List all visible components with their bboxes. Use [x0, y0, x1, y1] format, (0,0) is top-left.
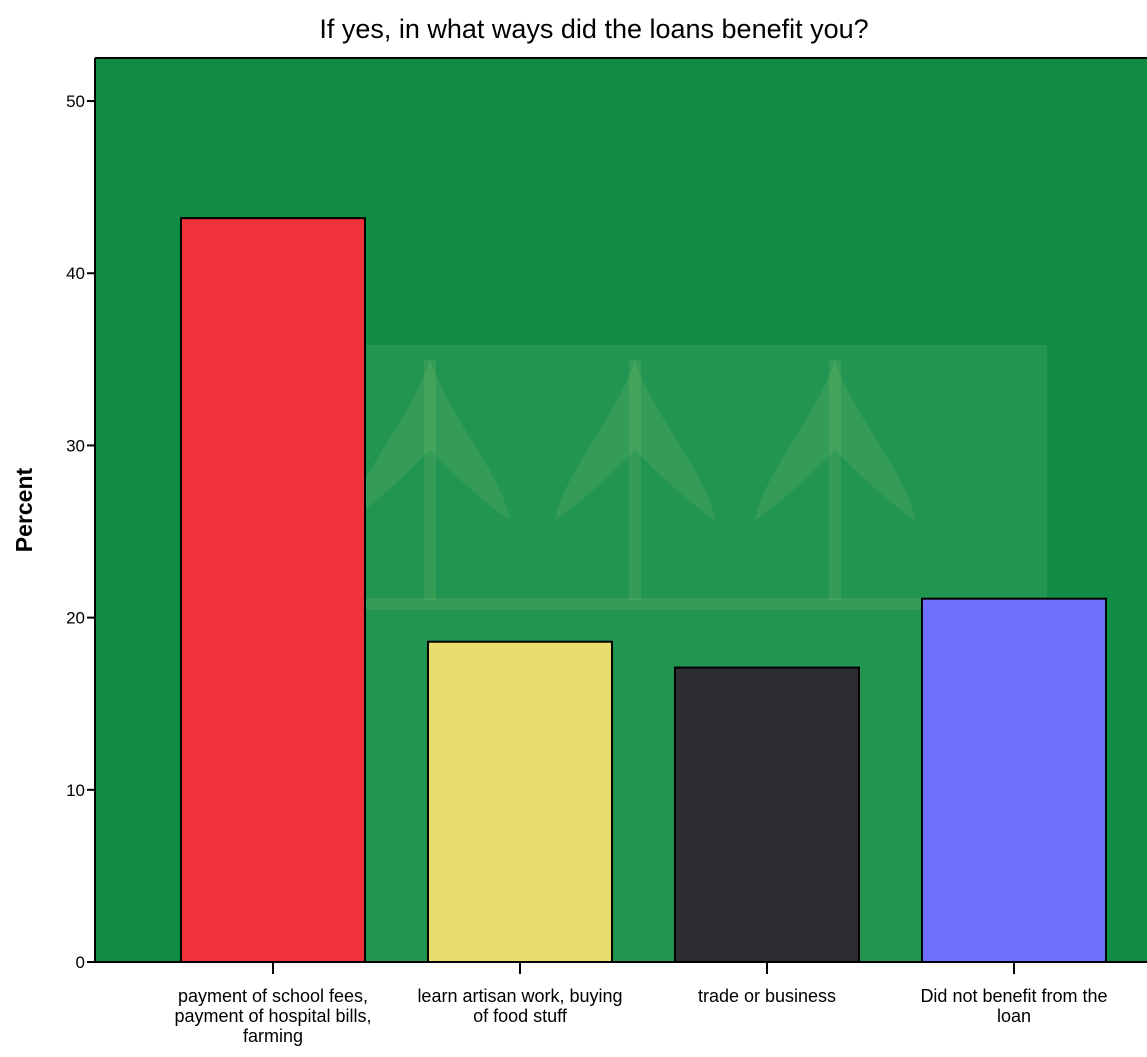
x-category-label-line: learn artisan work, buying — [417, 986, 622, 1006]
x-category-label: trade or business — [698, 986, 836, 1006]
bar — [921, 597, 1107, 963]
x-category-label-line: trade or business — [698, 986, 836, 1006]
y-tick-label: 50 — [66, 92, 85, 111]
bar — [180, 217, 366, 963]
bar — [427, 640, 613, 963]
y-tick-label: 10 — [66, 781, 85, 800]
y-tick-label: 40 — [66, 264, 85, 283]
bar — [674, 666, 860, 963]
y-tick-label: 20 — [66, 609, 85, 628]
x-category-label: learn artisan work, buying of food stuff — [417, 986, 622, 1026]
x-category-label-line: payment of hospital bills, — [174, 1006, 371, 1026]
chart-title: If yes, in what ways did the loans benef… — [319, 14, 868, 44]
x-category-label: Did not benefit from the loan — [920, 986, 1107, 1026]
watermark-emblem — [232, 345, 1047, 965]
x-category-label-line: Did not benefit from the — [920, 986, 1107, 1006]
x-category-label-line: loan — [997, 1006, 1031, 1026]
y-tick-label: 0 — [76, 953, 85, 972]
bars-group — [180, 217, 1107, 963]
x-category-label: payment of school fees, payment of hospit… — [174, 986, 371, 1046]
y-tick-label: 30 — [66, 436, 85, 455]
x-axis: payment of school fees, payment of hospit… — [95, 961, 1147, 1046]
x-category-label-line: of food stuff — [473, 1006, 568, 1026]
x-category-label-line: farming — [243, 1026, 303, 1046]
y-axis-label: Percent — [11, 467, 37, 552]
x-category-label-line: payment of school fees, — [178, 986, 368, 1006]
y-axis: 0 10 20 30 40 50 — [66, 58, 96, 972]
